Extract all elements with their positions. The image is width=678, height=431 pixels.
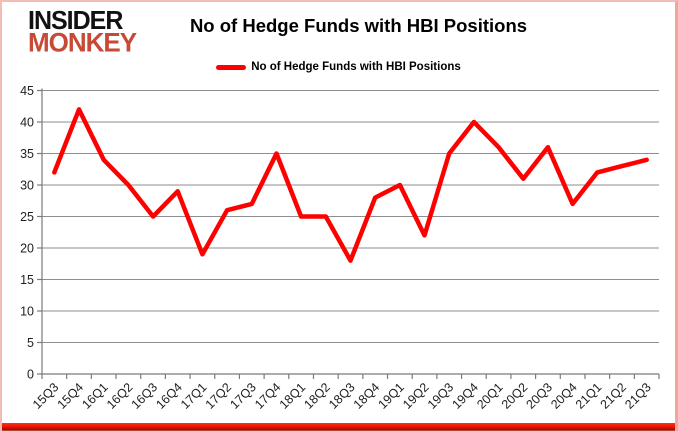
x-axis-label: 18Q4 [351,380,383,412]
x-axis-label: 19Q2 [400,380,432,412]
y-axis-label: 40 [20,115,34,129]
legend-label: No of Hedge Funds with HBI Positions [251,61,461,73]
y-axis-label: 35 [20,147,34,161]
x-axis-label: 18Q2 [301,380,333,412]
y-axis-label: 10 [20,304,34,318]
x-axis-label: 21Q1 [573,380,605,412]
x-axis-label: 18Q3 [326,380,358,412]
x-axis-label: 21Q2 [598,380,630,412]
y-axis-label: 5 [27,336,34,350]
x-axis-label: 18Q1 [277,380,309,412]
y-axis-label: 20 [20,241,34,255]
x-axis-label: 19Q1 [375,380,407,412]
x-axis-label: 20Q4 [548,380,580,412]
y-axis-label: 15 [20,273,34,287]
x-axis-label: 17Q3 [227,380,259,412]
x-axis-label: 20Q3 [524,380,556,412]
x-axis-label: 16Q3 [129,380,161,412]
logo-monkey-text: MONKEY [28,26,137,58]
y-axis-label: 25 [20,210,34,224]
insider-monkey-logo: INSIDER MONKEY [28,6,137,58]
frame-bottom-glow [2,423,675,431]
chart-legend: No of Hedge Funds with HBI Positions [2,61,675,73]
x-axis-label: 21Q3 [622,380,654,412]
x-axis-label: 17Q4 [252,380,284,412]
y-axis-label: 0 [27,367,34,381]
chart-title: No of Hedge Funds with HBI Positions [189,15,528,36]
legend-line-swatch [216,64,247,70]
x-axis-label: 19Q4 [449,380,481,412]
y-axis-label: 45 [20,84,34,98]
y-axis-label: 30 [20,178,34,192]
logo-insider-text: INSIDER [28,6,123,36]
x-axis-label: 20Q1 [474,380,506,412]
x-axis-label: 19Q3 [425,380,457,412]
x-axis-label: 15Q3 [30,380,62,412]
x-axis-label: 16Q1 [79,380,111,412]
x-axis-label: 16Q4 [153,380,185,412]
x-axis-label: 17Q1 [178,380,210,412]
x-axis-label: 17Q2 [203,380,235,412]
data-line-series [52,107,649,263]
x-axis-label: 15Q4 [55,380,87,412]
x-axis-label: 20Q2 [499,380,531,412]
x-axis-label: 16Q2 [104,380,136,412]
